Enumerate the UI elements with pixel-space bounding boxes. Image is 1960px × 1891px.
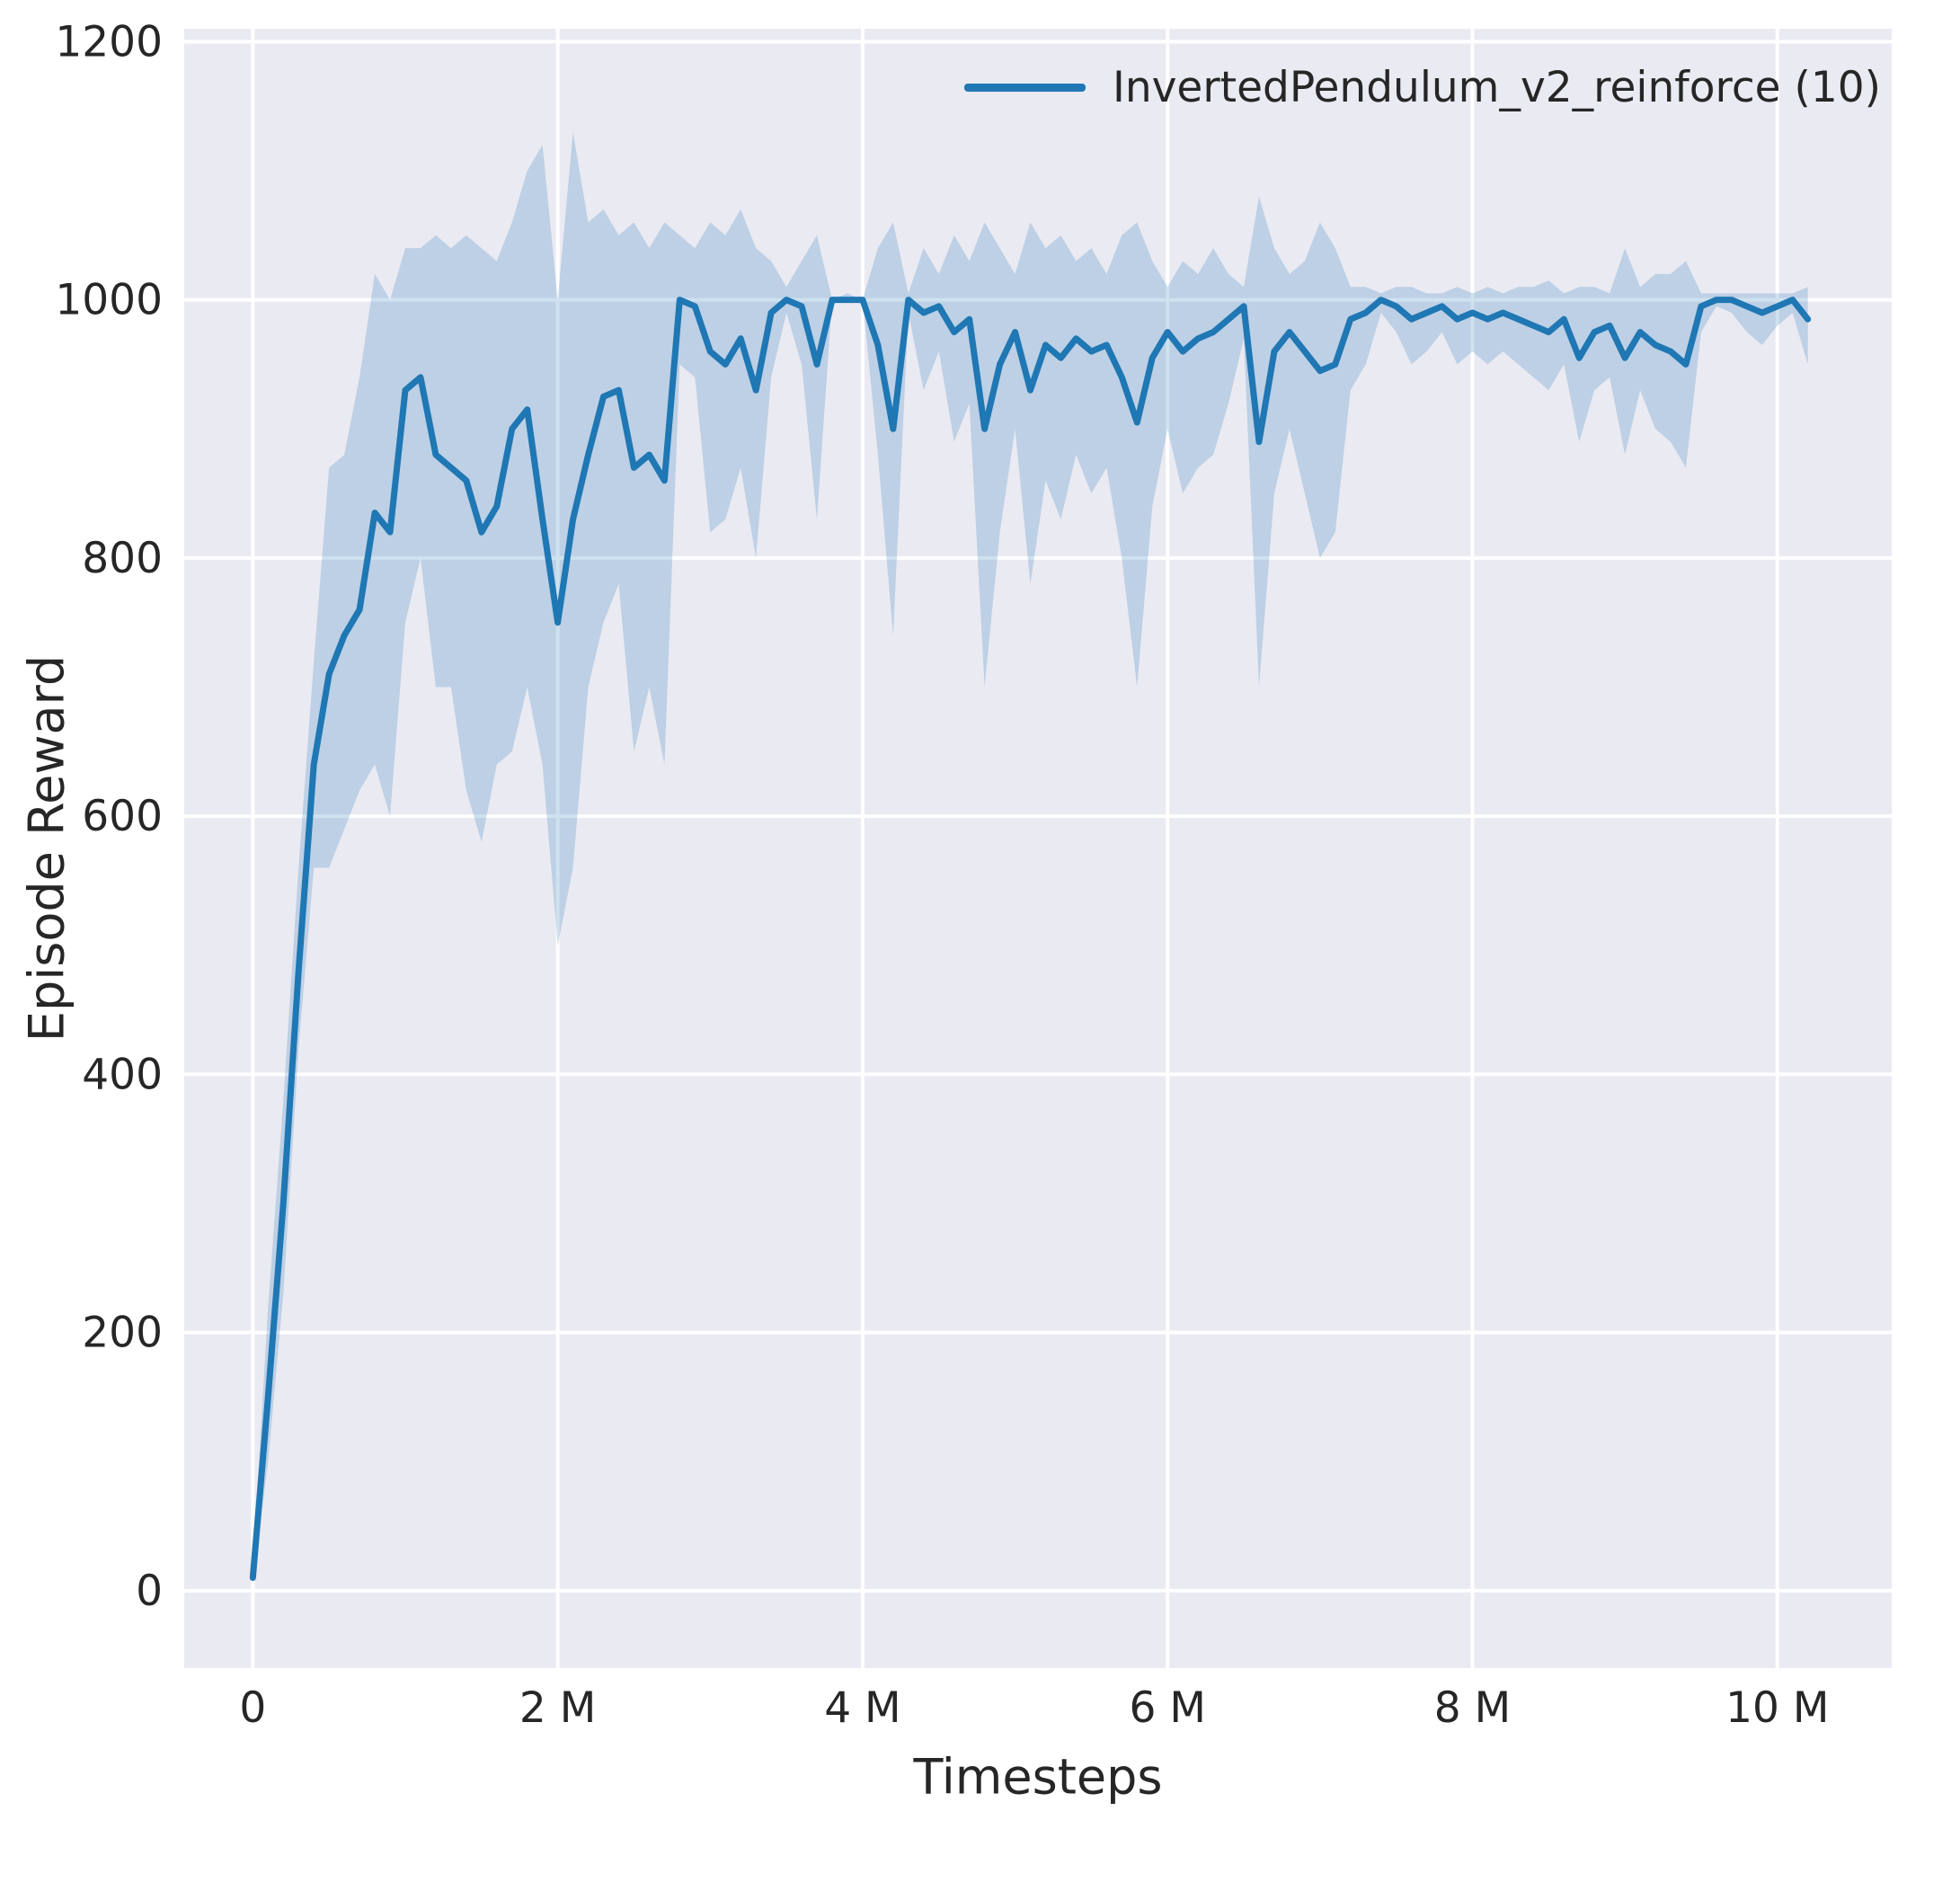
y-tick-label: 1000 (55, 276, 163, 325)
legend: InvertedPendulum_v2_reinforce (10) (963, 63, 1881, 112)
x-axis-label: Timesteps (913, 1748, 1163, 1806)
y-tick-label: 800 (82, 534, 163, 583)
y-tick-label: 600 (82, 792, 163, 841)
legend-line-swatch (963, 84, 1086, 92)
legend-label: InvertedPendulum_v2_reinforce (10) (1112, 63, 1881, 112)
mean-line (249, 297, 1812, 1581)
y-tick-label: 400 (82, 1050, 163, 1099)
y-tick-label: 200 (82, 1309, 163, 1358)
x-tick-label: 4 M (824, 1683, 900, 1733)
y-axis-label: Episode Reward (18, 654, 75, 1043)
plot-area (184, 29, 1892, 1668)
x-tick-label: 2 M (519, 1683, 596, 1733)
x-tick-label: 8 M (1434, 1683, 1511, 1733)
confidence-band (253, 131, 1808, 1585)
x-tick-label: 0 (239, 1683, 266, 1733)
x-tick-label: 6 M (1129, 1683, 1205, 1733)
y-tick-label: 1200 (55, 17, 163, 67)
y-tick-label: 0 (136, 1567, 163, 1616)
x-tick-label: 10 M (1725, 1683, 1829, 1733)
